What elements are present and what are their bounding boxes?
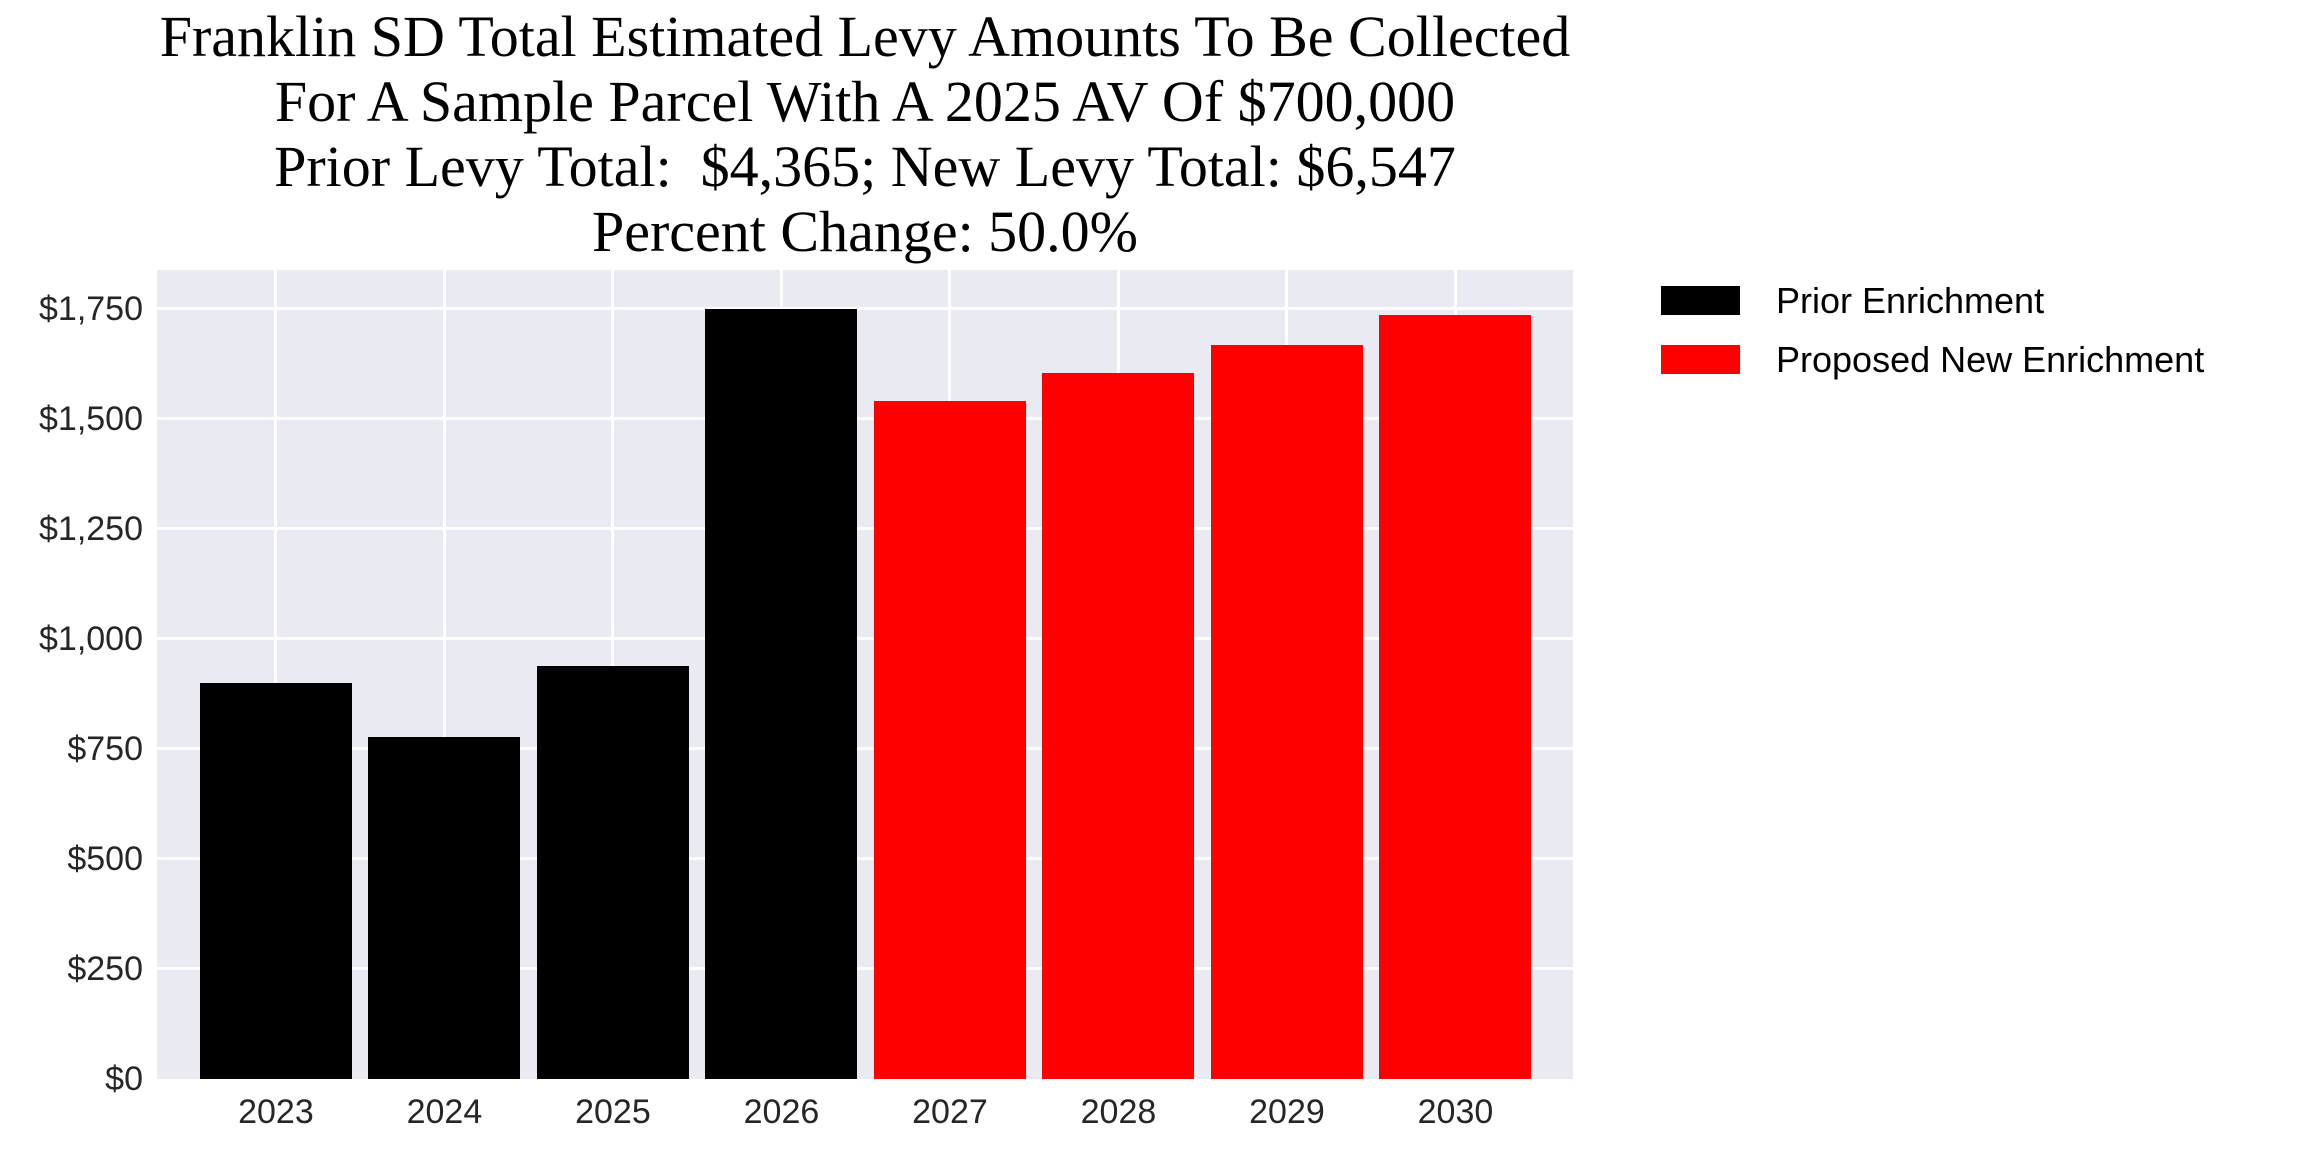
bar-2024 <box>368 736 521 1079</box>
legend-swatch-prior-enrichment <box>1661 286 1740 315</box>
legend-swatch-proposed-new-enrichment <box>1661 345 1740 374</box>
gridline-h-500 <box>157 857 1573 861</box>
gridline-h-750 <box>157 747 1573 751</box>
legend-item-proposed-new-enrichment: Proposed New Enrichment <box>1661 330 2204 389</box>
bar-2030 <box>1379 315 1532 1079</box>
y-tick-label-1250: $1,250 <box>39 509 143 548</box>
chart-title-line-2: For A Sample Parcel With A 2025 AV Of $7… <box>274 69 1456 134</box>
legend-item-prior-enrichment: Prior Enrichment <box>1661 271 2204 330</box>
plot-area <box>157 270 1573 1079</box>
chart-title-line-1: Franklin SD Total Estimated Levy Amounts… <box>159 4 1571 69</box>
gridline-h-1000 <box>157 637 1573 641</box>
y-axis-tick-labels: $0 $250 $500 $750 $1,000 $1,250 $1,500 $1,750 <box>0 270 143 1096</box>
y-tick-label-1500: $1,500 <box>39 399 143 438</box>
legend: Prior Enrichment Proposed New Enrichment <box>1661 271 2204 389</box>
y-tick-label-1750: $1,750 <box>39 289 143 328</box>
x-tick-label-2027: 2027 <box>912 1093 988 1131</box>
y-tick-label-1000: $1,000 <box>39 619 143 658</box>
gridline-v-2023 <box>274 270 278 1079</box>
bar-2028 <box>1042 373 1195 1079</box>
bar-2029 <box>1210 344 1363 1079</box>
x-tick-label-2025: 2025 <box>575 1093 651 1131</box>
bar-2026 <box>705 308 858 1079</box>
y-tick-label-500: $500 <box>67 839 143 878</box>
bar-2023 <box>199 682 352 1079</box>
x-tick-label-2030: 2030 <box>1417 1093 1494 1131</box>
bar-2025 <box>536 666 689 1079</box>
legend-label-prior-enrichment: Prior Enrichment <box>1776 279 2045 321</box>
chart-title-line-4: Percent Change: 50.0% <box>591 199 1138 264</box>
x-axis-tick-labels: 2023 2024 2025 2026 2027 2028 2029 2030 <box>157 1090 1573 1134</box>
y-tick-label-0: $0 <box>105 1060 143 1098</box>
x-tick-label-2029: 2029 <box>1249 1093 1325 1131</box>
gridline-h-1250 <box>157 527 1573 531</box>
chart-title-line-3: Prior Levy Total: $4,365; New Levy Total… <box>274 134 1456 199</box>
chart-title: Franklin SD Total Estimated Levy Amounts… <box>157 4 1573 264</box>
x-tick-label-2024: 2024 <box>406 1093 483 1131</box>
gridline-v-2024 <box>442 270 446 1079</box>
gridline-h-250 <box>157 967 1573 971</box>
x-tick-label-2028: 2028 <box>1080 1093 1157 1131</box>
x-tick-label-2023: 2023 <box>238 1093 314 1131</box>
gridline-h-1500 <box>157 417 1573 421</box>
y-tick-label-250: $250 <box>67 949 143 988</box>
gridline-h-1750 <box>157 307 1573 311</box>
y-tick-label-750: $750 <box>67 729 143 768</box>
legend-label-proposed-new-enrichment: Proposed New Enrichment <box>1776 338 2205 380</box>
bar-2027 <box>873 400 1026 1079</box>
x-tick-label-2026: 2026 <box>743 1093 820 1131</box>
